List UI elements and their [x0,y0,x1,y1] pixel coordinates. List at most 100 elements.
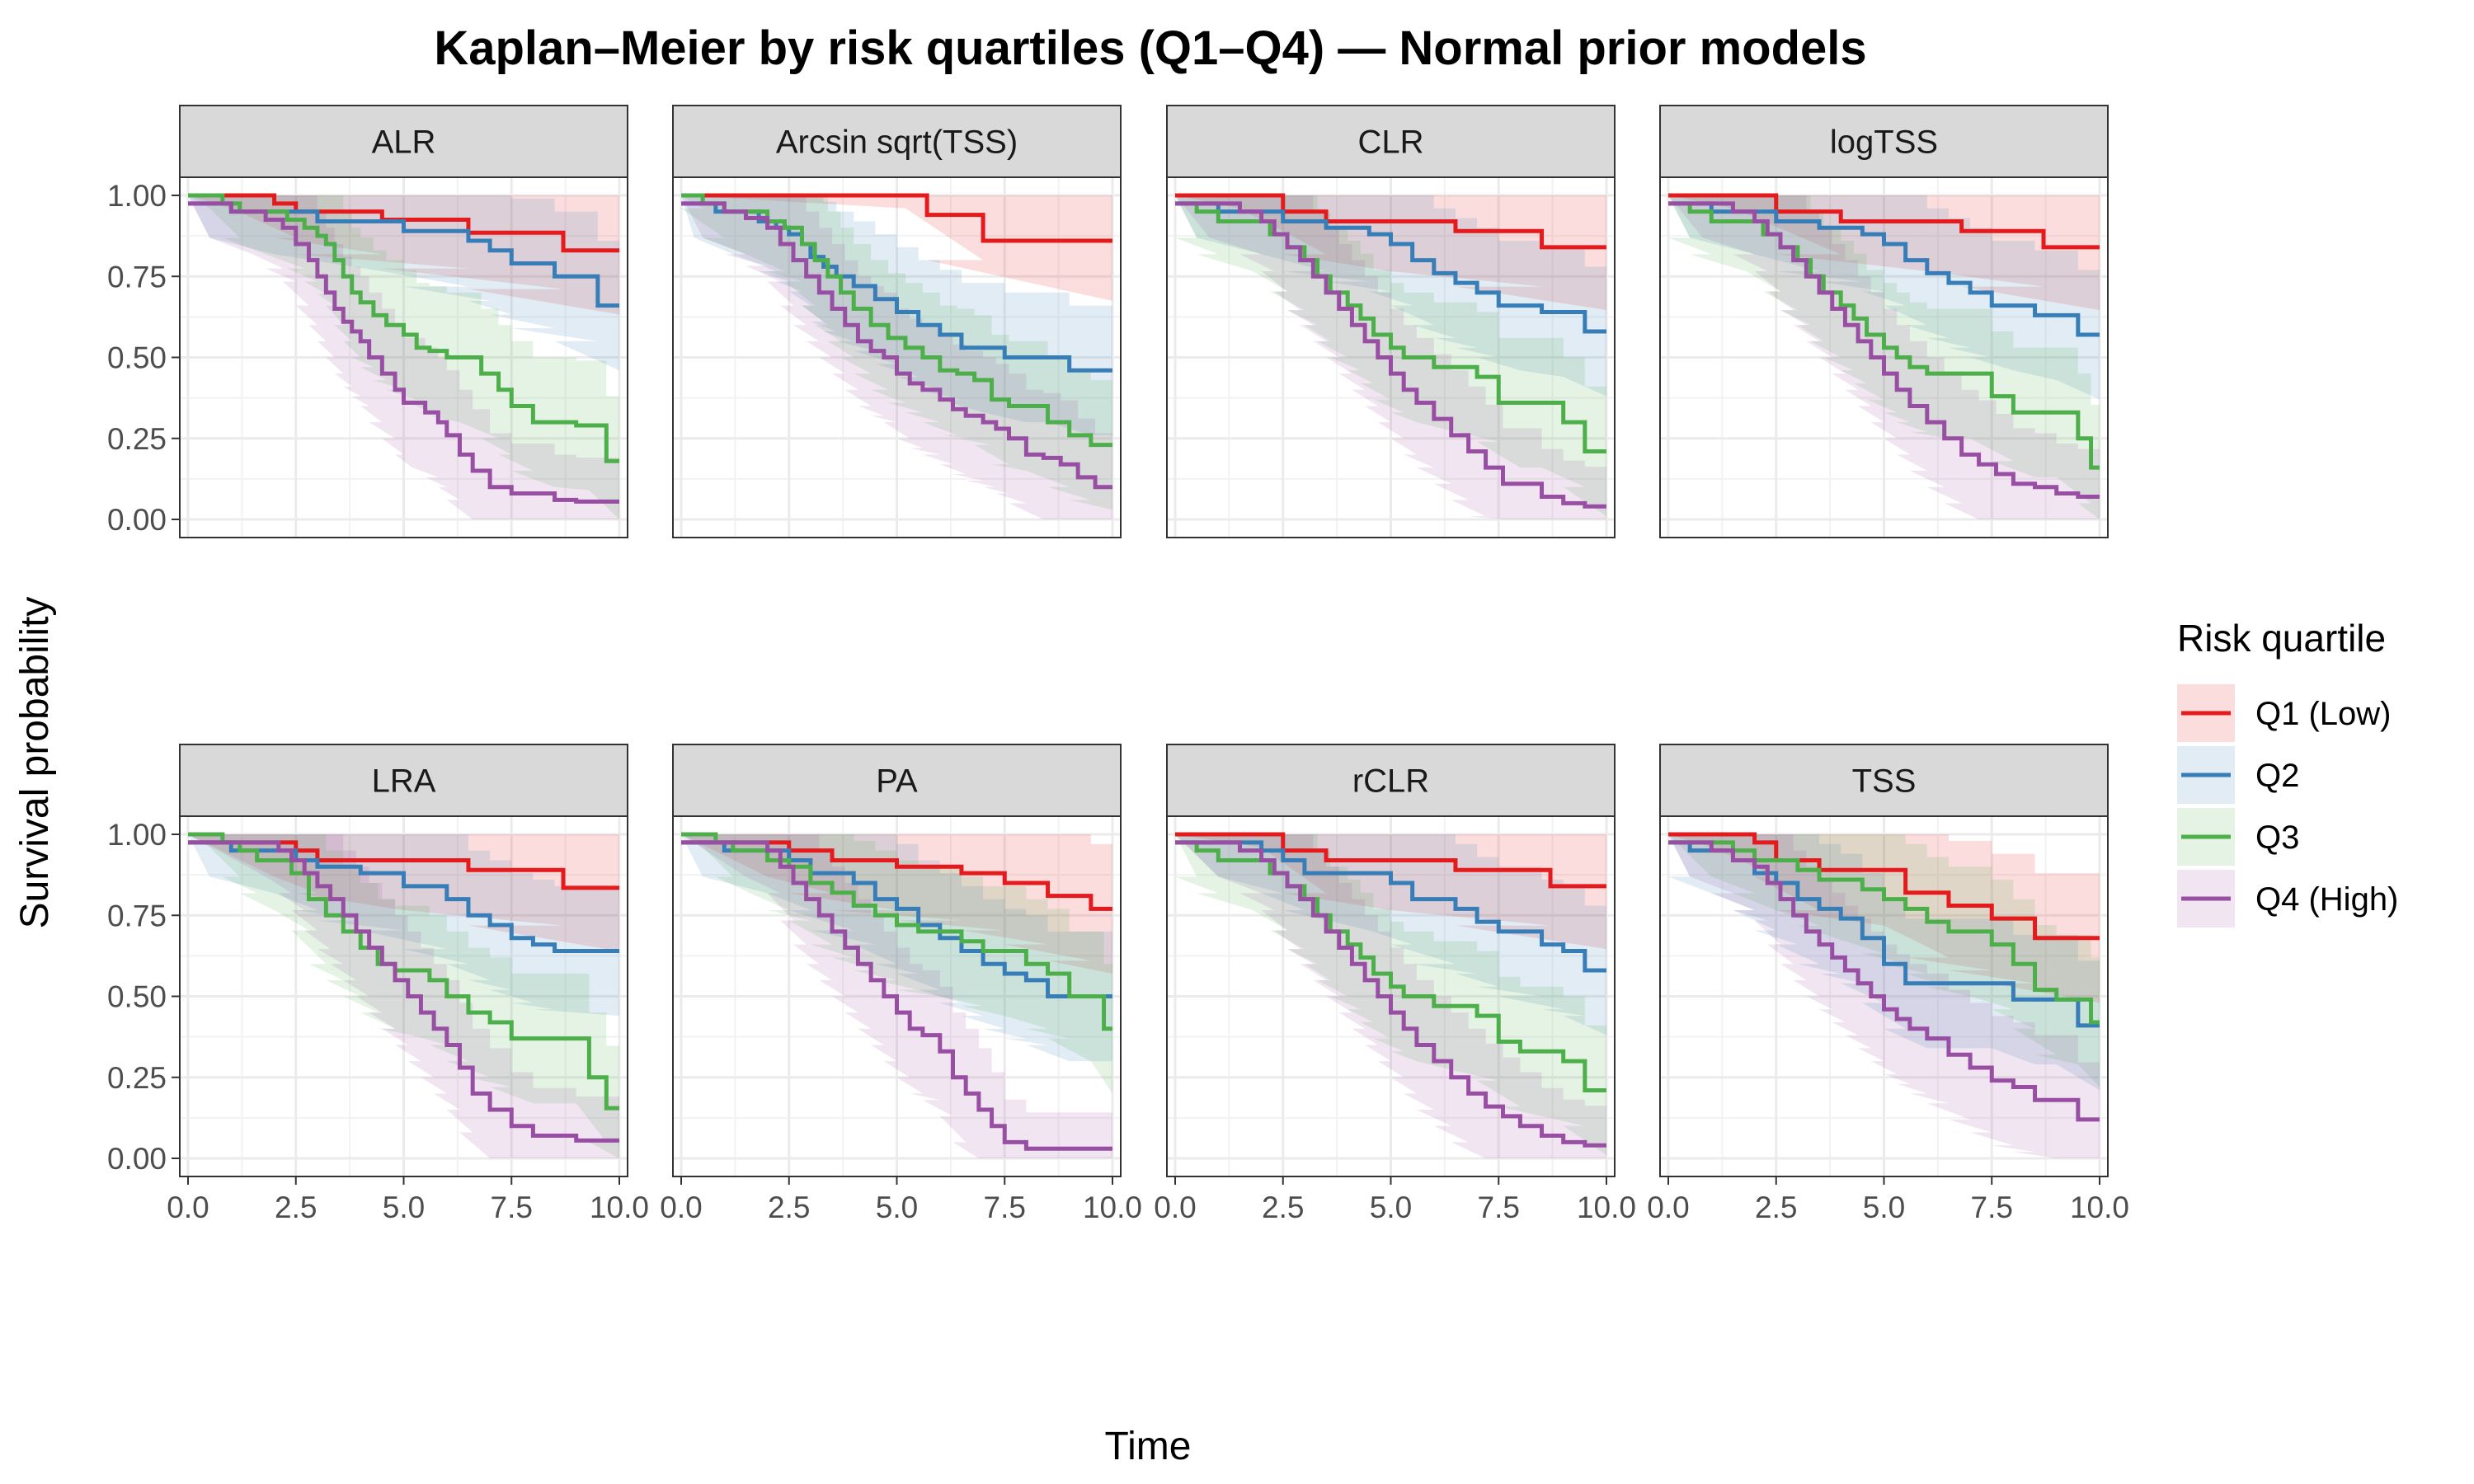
confidence-band [1668,195,2100,400]
survival-curve [1175,201,1606,334]
x-tick-label: 2.5 [768,1190,810,1224]
x-tick-label: 5.0 [383,1190,425,1224]
confidence-band [1668,195,2100,311]
legend-label: Q2 [2255,758,2299,794]
x-tick-label: 7.5 [1971,1190,2013,1224]
x-tick-label: 0.0 [1154,1190,1196,1224]
confidence-band [188,834,619,951]
survival-curve [681,201,1112,490]
facet-strip [672,744,1122,817]
y-tick-label: 0.75 [107,899,167,932]
facet-strip [1166,105,1616,178]
survival-curve [1175,840,1606,973]
confidence-band [188,834,619,1017]
facet-strip-label: Arcsin sqrt(TSS) [776,124,1018,161]
x-tick-label: 0.0 [660,1190,702,1224]
survival-curve [1175,840,1606,1092]
confidence-band [1668,834,2100,1087]
y-tick-label: 0.00 [107,1142,167,1176]
y-tick-label: 0.00 [107,503,167,537]
survival-curve [1175,840,1606,1148]
survival-curve [1668,840,2100,1025]
x-tick-label: 7.5 [491,1190,533,1224]
x-tick-label: 10.0 [2070,1190,2129,1224]
facet-strip-label: CLR [1357,124,1423,161]
y-tick-label: 0.50 [107,341,167,375]
survival-curve [188,840,619,890]
confidence-band [681,195,1112,435]
x-tick-label: 7.5 [984,1190,1026,1224]
confidence-band [188,195,619,519]
panel-border [1166,176,1616,538]
x-tick-label: 0.0 [167,1190,209,1224]
legend: Risk quartile Q1 (Low) Q2 Q3 Q4 (High) [2177,617,2398,928]
x-tick-label: 2.5 [1755,1190,1797,1224]
survival-curve [681,840,1112,998]
survival-curve [1175,201,1606,453]
facet-strip-label: LRA [372,763,436,800]
facet-strip-label: ALR [372,124,436,161]
x-tick-label: 2.5 [275,1190,317,1224]
facet-panel: PA 0.0 2.5 5.0 7.5 10.0 [660,744,1142,1224]
facet-strip [179,105,628,178]
confidence-band [681,195,1112,510]
survival-curve [1668,832,2100,941]
facet-panels: ALR 0.00 0.25 0.50 0.75 1.00 Arcsin sqrt(TSS) C… [107,105,2129,1224]
legend-label: Q3 [2255,819,2299,856]
survival-curve [681,832,1112,1031]
survival-curve [188,840,619,1143]
confidence-band [1175,834,1606,1036]
confidence-band [188,195,619,315]
confidence-band [681,834,1112,1094]
facet-panel: ALR 0.00 0.25 0.50 0.75 1.00 [107,105,628,538]
y-tick-label: 0.25 [107,422,167,456]
y-tick-label: 0.75 [107,260,167,294]
x-tick-label: 10.0 [590,1190,649,1224]
x-tick-label: 7.5 [1478,1190,1520,1224]
survival-curve [681,840,1112,1151]
survival-curve [681,193,1112,243]
facet-panel: LRA 0.00 0.25 0.50 0.75 1.00 0.0 2.5 5.0 7.5 10.0 [107,744,649,1224]
facet-strip [1659,744,2109,817]
panel-border [672,176,1122,538]
chart-title: Kaplan–Meier by risk quartiles (Q1–Q4) —… [434,21,1866,75]
legend-label: Q4 (High) [2255,881,2398,918]
survival-curve [188,201,619,504]
facet-panel: Arcsin sqrt(TSS) [672,105,1122,538]
confidence-band [188,834,619,1158]
survival-curve [188,193,619,253]
facet-panel: CLR [1166,105,1616,538]
survival-curve [188,193,619,463]
confidence-band [188,195,619,519]
confidence-band [188,834,619,1158]
facet-panel: logTSS [1659,105,2109,538]
y-tick-label: 0.25 [107,1061,167,1095]
x-tick-label: 5.0 [876,1190,918,1224]
x-tick-label: 5.0 [1370,1190,1412,1224]
survival-curve [1175,193,1606,250]
survival-curve [1668,201,2100,337]
x-tick-label: 2.5 [1262,1190,1304,1224]
facet-strip [1659,105,2109,178]
legend-title: Risk quartile [2177,617,2386,660]
survival-curve [681,193,1112,448]
facet-strip-label: rCLR [1352,763,1429,800]
facet-strip-label: TSS [1852,763,1917,800]
y-tick-label: 1.00 [107,179,167,213]
y-tick-label: 0.50 [107,980,167,1014]
legend-label: Q1 (Low) [2255,696,2392,732]
survival-curve [681,840,1112,911]
survival-curve [1668,840,2100,1122]
x-tick-label: 10.0 [1577,1190,1636,1224]
survival-curve [1175,832,1606,889]
confidence-band [1175,195,1606,397]
facet-panel: TSS 0.0 2.5 5.0 7.5 10.0 [1647,744,2129,1224]
x-axis-title: Time [1105,1425,1192,1468]
x-tick-label: 0.0 [1647,1190,1689,1224]
confidence-band [681,834,1112,1062]
facet-panel: rCLR 0.0 2.5 5.0 7.5 10.0 [1154,744,1636,1224]
y-axis-title: Survival probability [13,597,57,929]
panel-border [1659,176,2109,538]
survival-curve [1668,201,2100,499]
